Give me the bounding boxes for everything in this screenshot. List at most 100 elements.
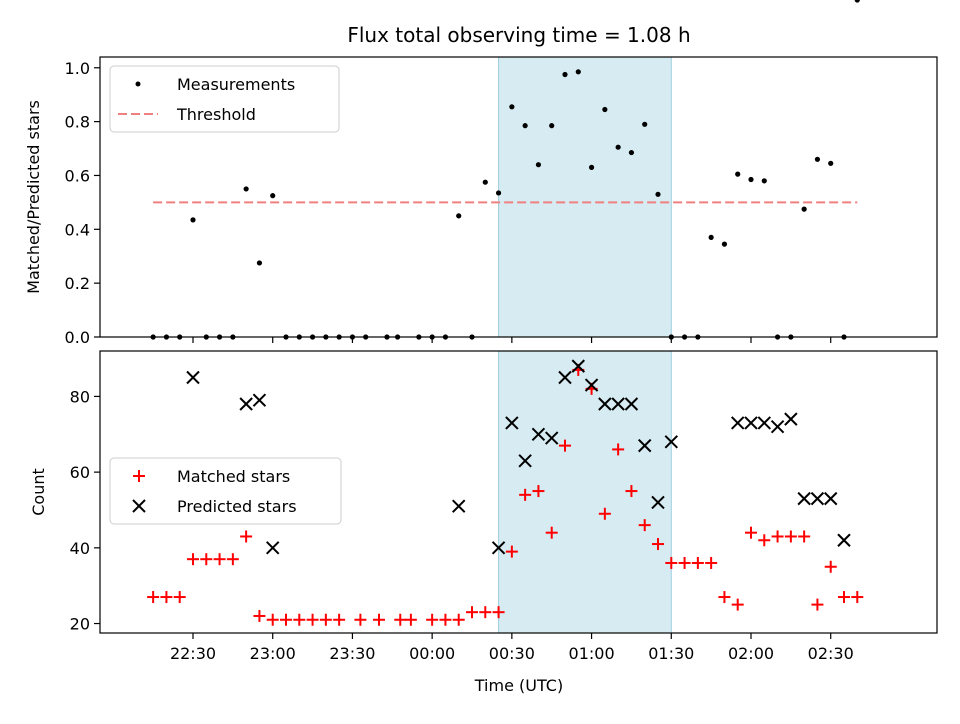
predicted-star-point [452,499,466,513]
predicted-star-point [186,370,200,385]
matched-star-point [479,606,492,619]
predicted-star-point [558,370,572,385]
predicted-star-point [584,378,599,392]
matched-star-point [200,553,213,566]
measurement-point [190,217,196,223]
predicted-star-point [505,416,519,430]
predicted-star-point [571,359,585,373]
matched-star-point [492,606,505,619]
measurement-point [482,179,488,185]
top-y-axis-label: Matched/Predicted stars [24,100,43,294]
y-tick-label: 0.0 [65,328,90,347]
matched-star-point [187,553,199,566]
measurement-points [150,0,860,340]
measurement-point [735,171,741,177]
y-tick-label: 0.6 [65,166,90,185]
matched-star-point [226,553,239,566]
matched-star-point [798,530,811,543]
matched-star-point [731,598,744,611]
matched-star-point [745,526,757,539]
predicted-star-point [757,416,771,430]
predicted-star-point [518,454,532,468]
top-legend: Measurements Threshold [109,65,340,133]
bottom-shaded-span [498,351,672,633]
measurement-point [814,156,821,162]
predicted-star-point [252,393,267,407]
measurement-point [642,121,648,127]
matched-star-point [466,606,478,619]
bottom-legend-box [109,457,342,525]
matched-star-point [394,613,407,626]
y-tick-label: 0.2 [65,274,90,293]
matched-star-point [625,485,638,498]
top-x-ticks [192,337,832,343]
predicted-star-point [797,491,811,506]
y-tick-label: 0.8 [65,113,90,132]
bottom-y-ticks: 20 40 60 80 [70,387,100,634]
measurement-point [456,213,462,219]
x-tick-label: 02:00 [728,644,774,663]
predicted-star-point [266,541,280,555]
predicted-star-point [239,397,253,411]
measurement-point [509,104,515,110]
measurement-point [748,176,754,183]
measurement-point [721,241,728,247]
legend-measurements-label: Measurements [177,75,295,94]
x-axis-label: Time (UTC) [474,676,563,695]
predicted-star-point [784,412,798,426]
predicted-star-point [624,397,639,411]
predicted-star-point [611,397,625,411]
count-panel: 20 40 60 80 22:30 23:00 23:30 00:00 00:30 01:00 0… [29,350,938,695]
bottom-x-ticks: 22:30 23:00 23:30 00:00 00:30 01:00 01:30 02:00… [170,633,854,663]
matched-star-point [147,591,160,604]
measurement-point [562,71,568,78]
matched-star-point [532,485,545,498]
chart-title: Flux total observing time = 1.08 h [347,23,690,47]
matched-star-point [293,613,306,626]
measurement-point [588,164,595,170]
y-tick-label: 40 [70,539,90,558]
measurement-point [575,69,581,75]
legend-threshold-label: Threshold [176,105,256,124]
matched-star-point [240,530,253,543]
matched-star-point [784,530,797,543]
top-legend-box [109,65,340,133]
predicted-star-point [638,438,652,453]
top-y-ticks: 0.0 0.2 0.4 0.6 0.8 1.0 [65,59,100,347]
measurement-point [495,190,502,196]
y-tick-label: 1.0 [65,59,90,78]
x-tick-label: 01:00 [569,644,615,663]
matched-star-point [652,538,664,551]
predicted-star-point [837,533,851,547]
matched-star-point [612,443,625,456]
matched-star-point [718,591,731,604]
matched-star-point [811,598,824,611]
matched-star-point [439,613,452,626]
matched-star-point [691,556,704,569]
predicted-star-point [491,541,506,555]
measurement-point [828,160,834,166]
matched-star-point [598,507,611,520]
matched-star-point [373,613,385,626]
matched-star-point [404,613,417,626]
matched-star-point [838,591,850,604]
matched-star-point [333,613,346,626]
measurement-point [602,106,608,113]
predicted-star-point [598,397,612,411]
predicted-star-point [770,419,785,434]
matched-star-point [266,613,279,626]
x-tick-label: 23:30 [329,644,375,663]
matched-star-point [319,613,332,626]
y-tick-label: 60 [70,463,90,482]
bottom-y-axis-label: Count [29,468,48,516]
x-tick-label: 00:30 [489,644,535,663]
matched-star-point [160,591,173,604]
predicted-star-point [545,431,559,445]
y-tick-label: 80 [70,387,90,406]
x-tick-label: 00:00 [409,644,455,663]
matched-star-point [253,609,266,622]
matched-star-point [545,526,558,539]
matched-star-point [426,613,439,626]
measurement-point [535,162,542,168]
